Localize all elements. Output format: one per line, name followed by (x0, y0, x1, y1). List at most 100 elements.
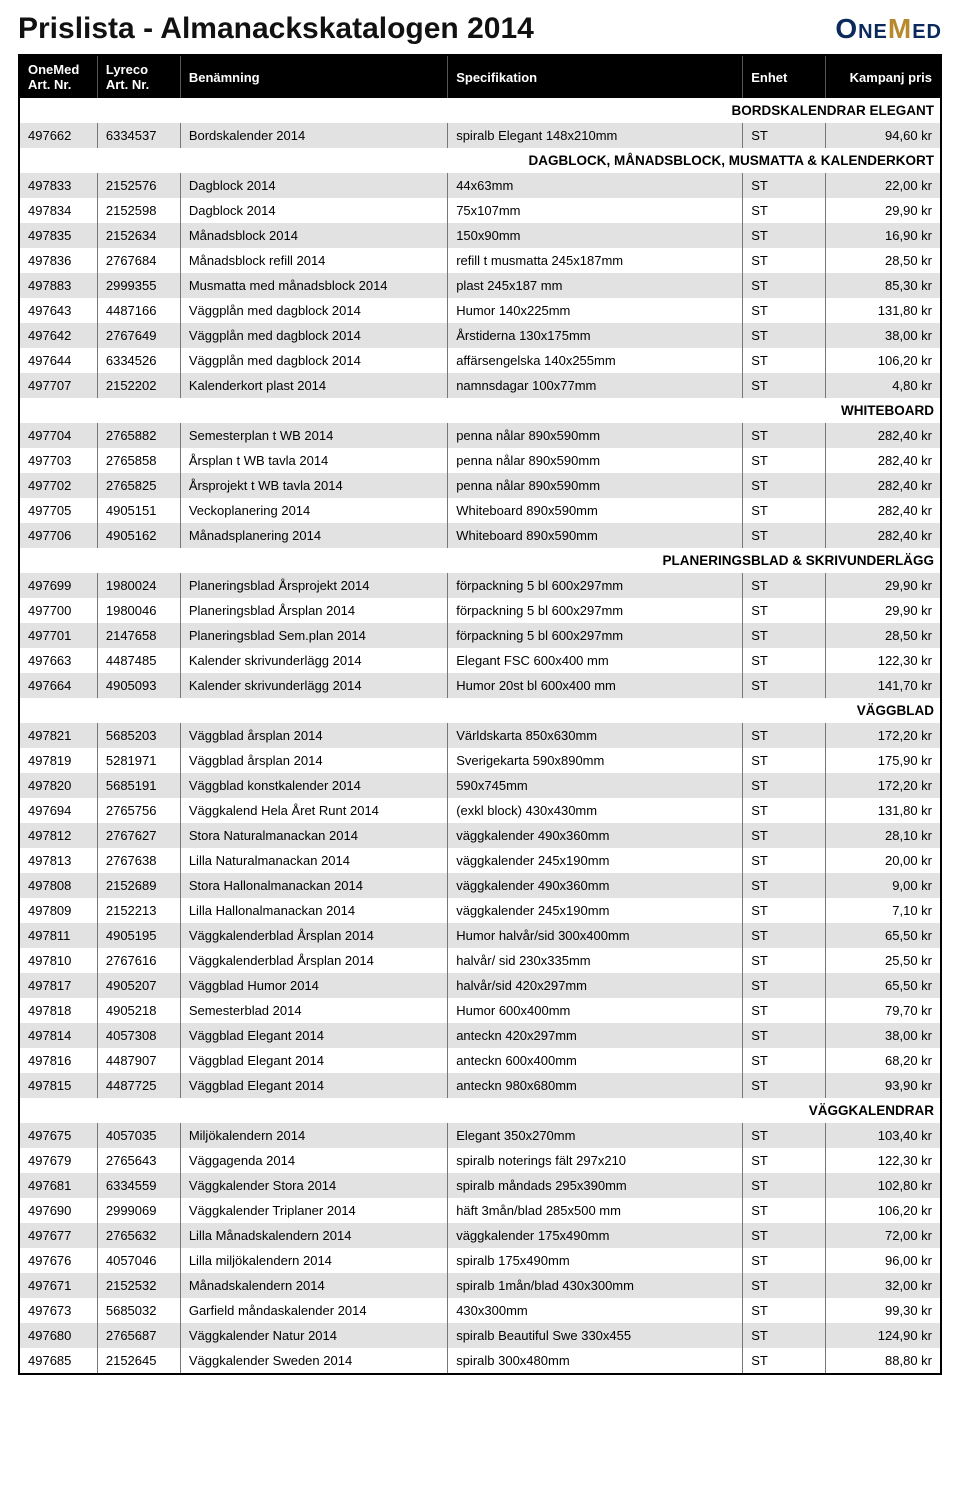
cell-name: Månadsplanering 2014 (180, 523, 447, 548)
cell-art1: 497707 (19, 373, 97, 398)
table-row: 4976816334559Väggkalender Stora 2014spir… (19, 1173, 941, 1198)
cell-unit: ST (743, 523, 826, 548)
col-header-unit: Enhet (743, 55, 826, 98)
cell-spec: Humor 20st bl 600x400 mm (448, 673, 743, 698)
cell-spec: Whiteboard 890x590mm (448, 523, 743, 548)
cell-price: 88,80 kr (826, 1348, 941, 1374)
cell-price: 102,80 kr (826, 1173, 941, 1198)
cell-art1: 497808 (19, 873, 97, 898)
cell-unit: ST (743, 673, 826, 698)
cell-name: Väggkalend Hela Året Runt 2014 (180, 798, 447, 823)
table-row: 4978164487907Väggblad Elegant 2014anteck… (19, 1048, 941, 1073)
table-row: 4976644905093Kalender skrivunderlägg 201… (19, 673, 941, 698)
cell-name: Väggkalender Triplaner 2014 (180, 1198, 447, 1223)
cell-price: 96,00 kr (826, 1248, 941, 1273)
table-row: 4978342152598Dagblock 201475x107mmST29,9… (19, 198, 941, 223)
cell-spec: Elegant 350x270mm (448, 1123, 743, 1148)
cell-price: 72,00 kr (826, 1223, 941, 1248)
cell-art2: 1980046 (97, 598, 180, 623)
cell-art2: 4487907 (97, 1048, 180, 1073)
cell-art1: 497671 (19, 1273, 97, 1298)
cell-art2: 2767649 (97, 323, 180, 348)
cell-unit: ST (743, 373, 826, 398)
col-header-art2: Lyreco Art. Nr. (97, 55, 180, 98)
table-row: 4977064905162Månadsplanering 2014Whitebo… (19, 523, 941, 548)
cell-spec: refill t musmatta 245x187mm (448, 248, 743, 273)
cell-art1: 497816 (19, 1048, 97, 1073)
cell-name: Månadsblock refill 2014 (180, 248, 447, 273)
cell-unit: ST (743, 123, 826, 148)
cell-unit: ST (743, 1198, 826, 1223)
cell-price: 99,30 kr (826, 1298, 941, 1323)
cell-art2: 4905207 (97, 973, 180, 998)
cell-art2: 2765756 (97, 798, 180, 823)
cell-spec: väggkalender 175x490mm (448, 1223, 743, 1248)
cell-art2: 4487166 (97, 298, 180, 323)
cell-spec: väggkalender 490x360mm (448, 873, 743, 898)
title-row: Prislista - Almanackskatalogen 2014 OneM… (18, 12, 942, 46)
cell-art2: 6334537 (97, 123, 180, 148)
cell-spec: anteckn 600x400mm (448, 1048, 743, 1073)
cell-art1: 497813 (19, 848, 97, 873)
cell-name: Väggplån med dagblock 2014 (180, 323, 447, 348)
cell-price: 7,10 kr (826, 898, 941, 923)
cell-art1: 497681 (19, 1173, 97, 1198)
cell-name: Bordskalender 2014 (180, 123, 447, 148)
table-row: 4976772765632Lilla Månadskalendern 2014v… (19, 1223, 941, 1248)
cell-art1: 497676 (19, 1248, 97, 1273)
page-title: Prislista - Almanackskatalogen 2014 (18, 12, 534, 46)
cell-price: 122,30 kr (826, 648, 941, 673)
cell-spec: spiralb måndads 295x390mm (448, 1173, 743, 1198)
cell-art1: 497675 (19, 1123, 97, 1148)
cell-spec: Världskarta 850x630mm (448, 723, 743, 748)
cell-name: Dagblock 2014 (180, 198, 447, 223)
cell-art1: 497642 (19, 323, 97, 348)
cell-price: 282,40 kr (826, 523, 941, 548)
table-row: 4978154487725Väggblad Elegant 2014anteck… (19, 1073, 941, 1098)
cell-art1: 497662 (19, 123, 97, 148)
cell-unit: ST (743, 248, 826, 273)
cell-unit: ST (743, 1048, 826, 1073)
cell-art1: 497677 (19, 1223, 97, 1248)
cell-art1: 497835 (19, 223, 97, 248)
cell-name: Lilla Naturalmanackan 2014 (180, 848, 447, 873)
cell-spec: väggkalender 490x360mm (448, 823, 743, 848)
cell-art1: 497833 (19, 173, 97, 198)
cell-spec: anteckn 420x297mm (448, 1023, 743, 1048)
cell-name: Väggkalender Stora 2014 (180, 1173, 447, 1198)
cell-spec: 150x90mm (448, 223, 743, 248)
cell-spec: halvår/sid 420x297mm (448, 973, 743, 998)
table-header: OneMed Art. Nr. Lyreco Art. Nr. Benämnin… (19, 55, 941, 98)
cell-spec: penna nålar 890x590mm (448, 473, 743, 498)
cell-unit: ST (743, 1273, 826, 1298)
cell-art2: 2152645 (97, 1348, 180, 1374)
cell-price: 9,00 kr (826, 873, 941, 898)
cell-unit: ST (743, 1123, 826, 1148)
cell-price: 22,00 kr (826, 173, 941, 198)
cell-unit: ST (743, 173, 826, 198)
cell-price: 103,40 kr (826, 1123, 941, 1148)
cell-price: 122,30 kr (826, 1148, 941, 1173)
cell-unit: ST (743, 1023, 826, 1048)
cell-price: 68,20 kr (826, 1048, 941, 1073)
cell-art2: 4905195 (97, 923, 180, 948)
cell-price: 106,20 kr (826, 348, 941, 373)
price-table: OneMed Art. Nr. Lyreco Art. Nr. Benämnin… (18, 54, 942, 1375)
section-title: VÄGGKALENDRAR (19, 1098, 941, 1123)
cell-art1: 497809 (19, 898, 97, 923)
cell-art2: 1980024 (97, 573, 180, 598)
cell-art2: 2765632 (97, 1223, 180, 1248)
table-row: 4976434487166Väggplån med dagblock 2014H… (19, 298, 941, 323)
cell-unit: ST (743, 998, 826, 1023)
cell-art2: 4057046 (97, 1248, 180, 1273)
cell-unit: ST (743, 1148, 826, 1173)
cell-name: Kalender skrivunderlägg 2014 (180, 648, 447, 673)
cell-price: 282,40 kr (826, 473, 941, 498)
cell-name: Väggblad Humor 2014 (180, 973, 447, 998)
table-row: 4978174905207Väggblad Humor 2014halvår/s… (19, 973, 941, 998)
cell-spec: Elegant FSC 600x400 mm (448, 648, 743, 673)
cell-unit: ST (743, 348, 826, 373)
cell-art2: 2152576 (97, 173, 180, 198)
cell-price: 282,40 kr (826, 448, 941, 473)
cell-spec: förpackning 5 bl 600x297mm (448, 623, 743, 648)
